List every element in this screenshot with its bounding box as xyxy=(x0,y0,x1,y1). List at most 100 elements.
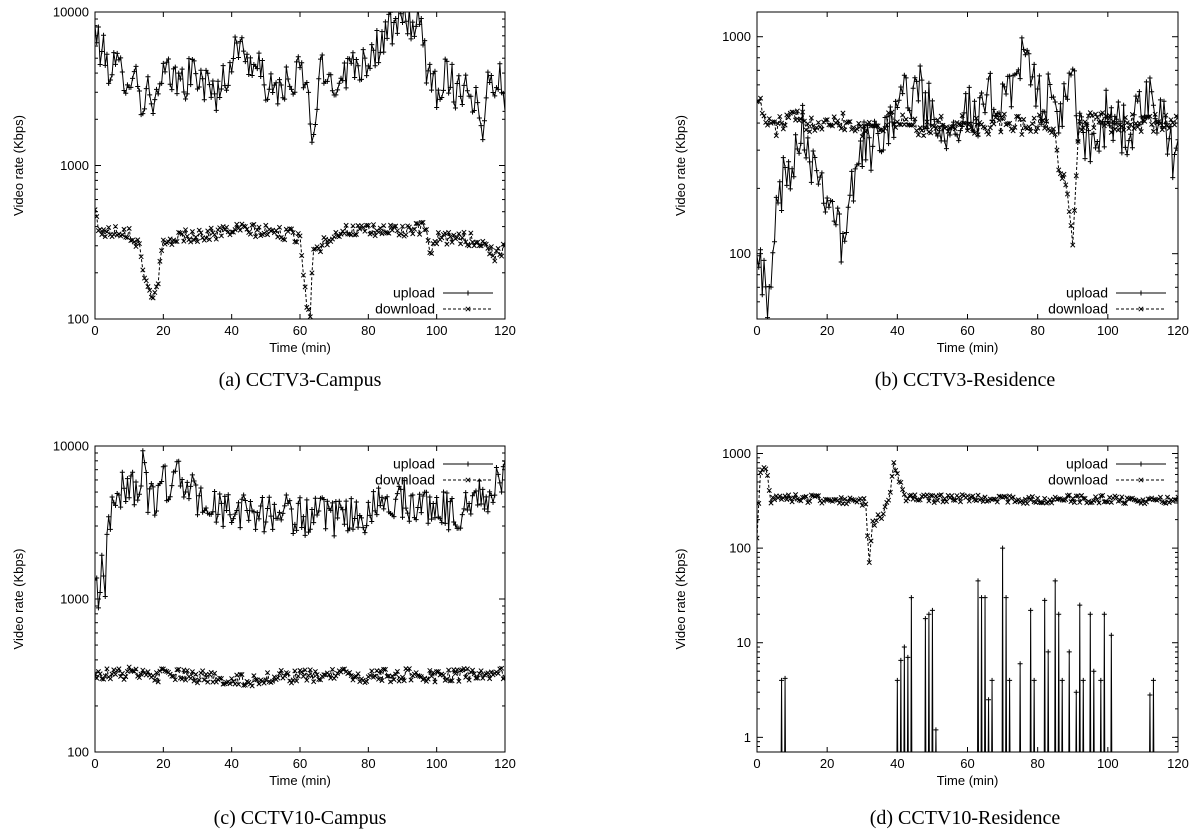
data-point-upload xyxy=(420,493,426,499)
data-point-upload xyxy=(476,115,482,121)
data-point-download xyxy=(1087,500,1093,506)
data-point-upload xyxy=(887,104,893,110)
data-point-upload xyxy=(423,80,429,86)
data-point-upload xyxy=(111,50,117,56)
data-point-upload xyxy=(388,12,394,15)
data-point-download xyxy=(440,672,447,678)
data-point-download xyxy=(292,239,298,245)
data-point-upload xyxy=(169,483,175,489)
data-point-download xyxy=(490,253,496,259)
data-point-download xyxy=(447,234,453,240)
data-point-download xyxy=(908,122,914,128)
data-point-download xyxy=(1064,191,1071,197)
data-point-download xyxy=(1082,119,1088,125)
data-point-download xyxy=(263,677,269,683)
data-point-download xyxy=(434,241,440,247)
data-point-upload xyxy=(907,108,913,114)
data-point-upload xyxy=(225,492,231,498)
data-point-upload xyxy=(389,41,395,47)
data-point-upload xyxy=(280,510,286,516)
data-point-download xyxy=(994,113,1000,119)
data-point-download xyxy=(299,669,305,675)
data-point-download xyxy=(873,123,879,129)
data-point-upload xyxy=(316,508,322,514)
data-point-upload xyxy=(1098,677,1104,683)
data-point-download xyxy=(469,667,476,673)
data-point-upload xyxy=(1059,677,1065,683)
data-point-upload xyxy=(236,54,241,60)
data-point-upload xyxy=(258,74,264,80)
data-point-upload xyxy=(236,500,241,506)
data-point-download xyxy=(153,284,160,290)
data-point-download xyxy=(1022,496,1028,502)
data-point-download xyxy=(1128,121,1134,128)
data-point-upload xyxy=(104,531,110,537)
data-point-upload xyxy=(1073,113,1079,119)
data-point-download xyxy=(222,227,228,233)
data-point-upload xyxy=(164,59,170,65)
data-point-upload xyxy=(502,108,505,114)
data-point-upload xyxy=(972,98,978,104)
data-point-upload xyxy=(394,491,400,497)
data-point-upload xyxy=(147,486,153,492)
chart-caption: (d) CCTV10-Residence xyxy=(870,807,1061,829)
data-point-download xyxy=(203,235,209,241)
plot-area xyxy=(95,12,505,319)
data-point-upload xyxy=(417,491,423,497)
data-point-upload xyxy=(107,77,113,83)
data-point-upload xyxy=(1019,35,1025,41)
data-point-upload xyxy=(1033,103,1039,109)
data-point-download xyxy=(861,123,867,129)
data-point-upload xyxy=(143,470,149,476)
data-point-download xyxy=(1019,131,1025,138)
data-point-download xyxy=(309,270,315,276)
x-tick-label: 20 xyxy=(820,323,834,338)
data-point-download xyxy=(223,224,230,230)
data-point-download xyxy=(432,679,438,685)
data-point-download xyxy=(786,115,792,121)
data-point-download xyxy=(880,511,886,517)
data-point-download xyxy=(242,223,248,230)
data-point-upload xyxy=(311,132,317,138)
data-point-upload xyxy=(266,494,272,500)
data-point-upload xyxy=(471,108,477,114)
data-point-upload xyxy=(859,163,865,169)
data-point-download xyxy=(179,676,185,682)
data-point-download xyxy=(376,676,382,682)
x-axis-label: Time (min) xyxy=(269,340,331,355)
data-point-upload xyxy=(1122,144,1128,150)
data-point-download xyxy=(160,237,166,243)
data-point-upload xyxy=(341,60,347,66)
data-point-download xyxy=(1163,112,1169,118)
data-point-upload xyxy=(466,500,472,506)
data-point-upload xyxy=(181,494,187,500)
data-point-download xyxy=(476,243,482,249)
data-point-download xyxy=(230,678,236,685)
data-point-download xyxy=(952,126,958,132)
data-point-download xyxy=(198,230,204,236)
data-point-download xyxy=(893,467,899,473)
data-point-download xyxy=(502,243,505,249)
data-point-upload xyxy=(852,166,858,172)
y-tick-label: 10000 xyxy=(53,439,89,454)
data-point-download xyxy=(138,671,144,677)
data-point-upload xyxy=(372,63,378,69)
data-point-upload xyxy=(435,87,441,93)
data-point-download xyxy=(403,232,409,238)
data-point-download xyxy=(182,227,189,233)
data-point-download xyxy=(882,125,888,131)
data-point-download xyxy=(251,673,257,679)
data-point-download xyxy=(1036,112,1042,118)
data-point-download xyxy=(348,672,354,679)
data-point-download xyxy=(838,495,844,501)
data-point-upload xyxy=(473,488,479,494)
data-point-download xyxy=(957,122,964,128)
data-point-upload xyxy=(410,19,416,25)
data-point-upload xyxy=(135,84,141,90)
data-point-download xyxy=(1015,113,1021,119)
data-point-upload xyxy=(770,250,776,256)
data-point-upload xyxy=(475,100,481,106)
data-point-upload xyxy=(285,76,291,82)
data-point-download xyxy=(179,231,185,237)
data-point-download xyxy=(95,671,98,677)
